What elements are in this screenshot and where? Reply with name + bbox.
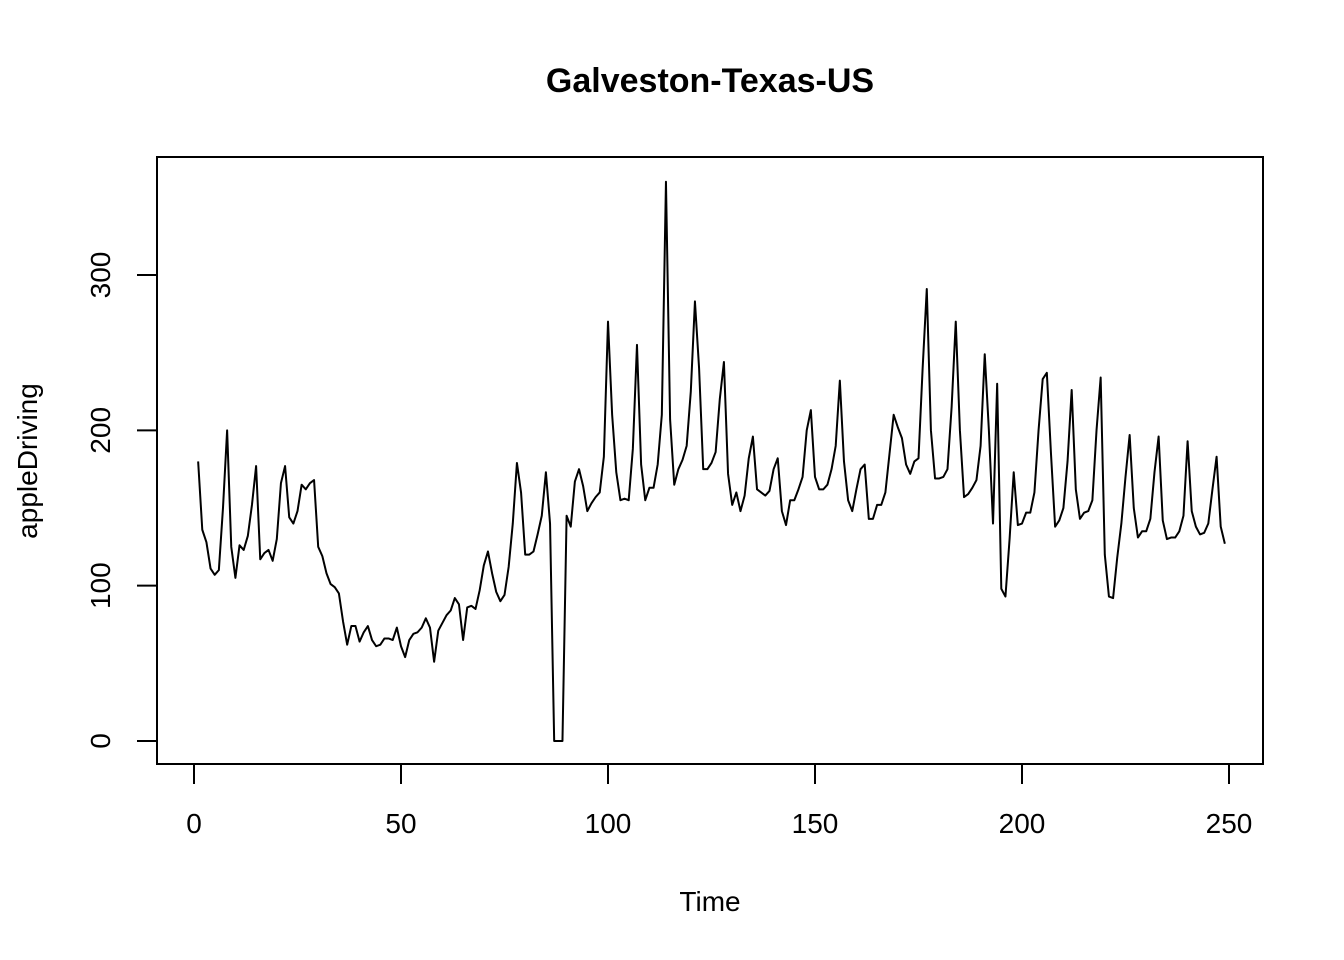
y-axis-label: appleDriving [12,383,43,539]
y-tick-label: 300 [85,252,116,299]
x-tick-label: 250 [1206,808,1253,839]
x-tick-label: 50 [385,808,416,839]
x-tick-label: 150 [792,808,839,839]
y-axis: 0 100 200 300 [85,252,158,749]
x-axis-label: Time [679,886,740,917]
series-line [197,180,1226,742]
chart-title: Galveston-Texas-US [546,62,874,100]
plot-frame [156,156,1264,765]
x-tick-label: 0 [186,808,202,839]
y-tick-label: 200 [85,407,116,454]
x-axis: 0 50 100 150 200 250 [186,763,1253,839]
y-tick-label: 100 [85,562,116,609]
x-tick-label: 100 [585,808,632,839]
y-tick-label: 0 [85,733,116,749]
x-tick-label: 200 [999,808,1046,839]
